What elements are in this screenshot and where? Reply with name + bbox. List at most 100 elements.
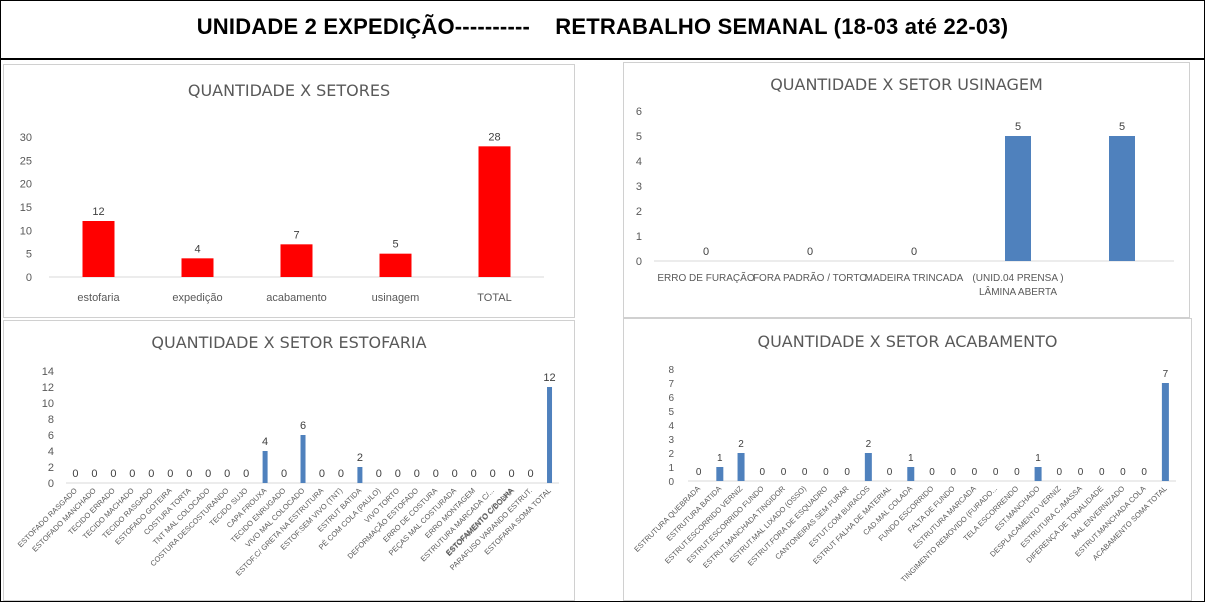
- chart-title-usinagem: QUANTIDADE X SETOR USINAGEM: [770, 75, 1043, 94]
- y-tick-label: 2: [668, 449, 674, 460]
- category-label: estofaria: [77, 292, 120, 304]
- data-label: 0: [186, 468, 192, 480]
- data-label: 12: [543, 372, 555, 384]
- data-label: 0: [950, 467, 956, 478]
- data-label: 0: [887, 467, 893, 478]
- bar: [864, 453, 872, 481]
- data-label: 0: [802, 467, 808, 478]
- category-label: ERRO DE FURAÇÃO: [657, 271, 754, 284]
- bar: [181, 258, 214, 277]
- category-label: usinagem: [372, 292, 420, 304]
- y-tick-label: 6: [668, 393, 674, 404]
- category-label: acabamento: [266, 292, 327, 304]
- category-label: expedição: [172, 292, 222, 304]
- data-label: 4: [194, 243, 200, 255]
- y-tick-label: 5: [668, 407, 674, 418]
- y-tick-label: 15: [20, 202, 32, 214]
- data-label: 1: [908, 453, 914, 464]
- data-label: 0: [205, 468, 211, 480]
- y-tick-label: 2: [48, 462, 54, 474]
- data-label: 2: [738, 439, 744, 450]
- data-label: 0: [696, 467, 702, 478]
- bar: [82, 221, 115, 277]
- data-label: 28: [488, 131, 500, 143]
- chart-usinagem: 0 1 2 3 4 5 6 0 ERRO DE FURAÇÃO 0 FORA PADRÃO / TO…: [636, 106, 1174, 298]
- y-tick-label: 0: [26, 272, 32, 284]
- data-label: 0: [703, 246, 709, 258]
- y-tick-label: 7: [668, 379, 674, 390]
- y-tick-label: 25: [20, 155, 32, 167]
- category-label: FORA PADRÃO / TORTO: [753, 271, 867, 284]
- chart-title-setores: QUANTIDADE X SETORES: [187, 81, 391, 100]
- data-label: 0: [972, 467, 978, 478]
- category-label: MADEIRA TRINCADA: [865, 273, 964, 284]
- data-label: 0: [395, 468, 401, 480]
- bar: [1109, 136, 1135, 261]
- data-label: 1: [717, 453, 723, 464]
- data-label: 0: [129, 468, 135, 480]
- bar: [357, 467, 363, 483]
- data-label: 1: [1035, 453, 1041, 464]
- data-label: 0: [414, 468, 420, 480]
- data-label: 0: [319, 468, 325, 480]
- chart-panel-setores: QUANTIDADE X SETORES 0 5 10 15 20 25 30 12 estof…: [3, 64, 575, 318]
- data-label: 0: [509, 468, 515, 480]
- data-label: 0: [1141, 467, 1147, 478]
- data-label: 0: [527, 468, 533, 480]
- data-label: 0: [823, 467, 829, 478]
- y-tick-label: 5: [636, 131, 642, 143]
- y-tick-label: 1: [668, 463, 674, 474]
- data-label: 5: [1015, 121, 1021, 133]
- y-tick-label: 1: [636, 231, 642, 243]
- chart-panel-acabamento: QUANTIDADE X SETOR ACABAMENTO 0 1 2 3 4 5 6 7 8 0…: [623, 318, 1192, 601]
- data-label: 5: [392, 239, 398, 251]
- y-tick-label: 3: [668, 435, 674, 446]
- page-title: UNIDADE 2 EXPEDIÇÃO---------- RETRABALHO…: [196, 14, 1009, 39]
- bar: [262, 451, 268, 483]
- data-label: 0: [781, 467, 787, 478]
- y-tick-label: 8: [48, 414, 54, 426]
- bar: [547, 387, 553, 483]
- category-label: (UNID.04 PRENSA ): [972, 273, 1063, 284]
- y-tick-label: 14: [42, 366, 54, 378]
- data-label: 0: [224, 468, 230, 480]
- data-label: 0: [338, 468, 344, 480]
- y-tick-label: 0: [668, 477, 674, 488]
- data-label: 0: [433, 468, 439, 480]
- chart-setores: 0 5 10 15 20 25 30 12 estofaria 4 expedição 7 acabam…: [20, 131, 544, 304]
- data-label: 0: [911, 246, 917, 258]
- y-tick-label: 4: [48, 446, 54, 458]
- y-tick-label: 4: [636, 156, 642, 168]
- data-label: 0: [167, 468, 173, 480]
- data-label: 7: [1163, 369, 1169, 380]
- y-tick-label: 6: [48, 430, 54, 442]
- y-tick-label: 0: [48, 478, 54, 490]
- bar: [1034, 467, 1042, 481]
- bar: [907, 467, 915, 481]
- data-label: 2: [866, 439, 872, 450]
- data-label: 0: [1078, 467, 1084, 478]
- data-label: 0: [807, 246, 813, 258]
- y-tick-label: 5: [26, 249, 32, 261]
- y-tick-label: 3: [636, 181, 642, 193]
- data-label: 4: [262, 436, 268, 448]
- y-tick-label: 20: [20, 179, 32, 191]
- chart-title-acabamento: QUANTIDADE X SETOR ACABAMENTO: [757, 332, 1058, 351]
- category-label: TOTAL: [477, 292, 511, 304]
- data-label: 0: [376, 468, 382, 480]
- bar: [1161, 383, 1169, 481]
- y-tick-label: 6: [636, 106, 642, 118]
- data-label: 0: [452, 468, 458, 480]
- category-label: LÂMINA ABERTA: [979, 285, 1057, 298]
- data-label: 0: [281, 468, 287, 480]
- data-label: 0: [72, 468, 78, 480]
- bar: [379, 253, 412, 277]
- y-tick-label: 10: [20, 225, 32, 237]
- data-label: 0: [929, 467, 935, 478]
- data-label: 0: [148, 468, 154, 480]
- data-label: 0: [844, 467, 850, 478]
- data-label: 2: [357, 452, 363, 464]
- y-tick-label: 12: [42, 382, 54, 394]
- bar: [737, 453, 745, 481]
